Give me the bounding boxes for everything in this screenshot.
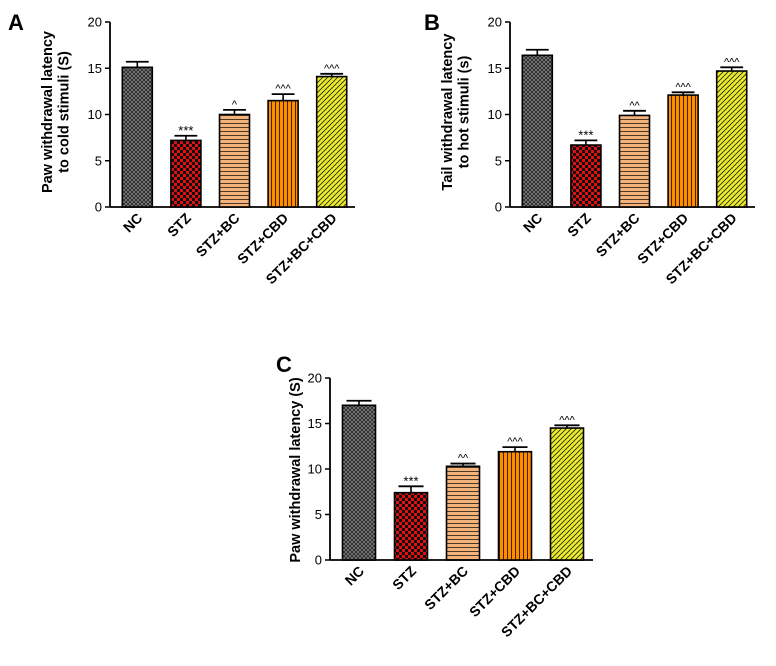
panel-a-y-tick-label: 10 xyxy=(88,107,102,122)
panel-c-y-tick-label: 10 xyxy=(308,462,322,477)
panel-c-category-label: NC xyxy=(341,563,367,589)
panel-b-bar-stz-bc xyxy=(618,114,651,208)
panel-a-significance-stz-bc-cbd: ^^^ xyxy=(324,63,340,75)
panel-a-bar-stz xyxy=(170,139,202,208)
panel-a-significance-stz: *** xyxy=(178,123,193,138)
panel-a-bar-stz-bc-cbd xyxy=(315,75,348,208)
panel-b-bar-stz-cbd xyxy=(667,94,699,208)
panel-b-category-label: STZ+BC xyxy=(593,210,643,260)
panel-c-bar-stz-bc-cbd xyxy=(549,427,585,561)
panel-b-y-tick-label: 15 xyxy=(488,61,502,76)
panel-a-category-label: STZ+BC xyxy=(193,210,243,260)
panel-b-category-label: STZ xyxy=(564,209,594,239)
panel-b-bar-nc xyxy=(521,54,554,208)
panel-c-bar-stz-cbd xyxy=(497,450,533,561)
panel-b-y-tick-label: 10 xyxy=(488,107,502,122)
panel-c-significance-stz-bc: ^^ xyxy=(458,453,469,465)
panel-c-letter: C xyxy=(276,352,292,377)
panel-c-y-axis-label: Paw withdrawal latency (S) xyxy=(288,377,304,562)
panel-c-y-tick-label: 5 xyxy=(315,507,322,522)
panel-c-bar-stz xyxy=(393,491,429,561)
panel-b-bar-stz xyxy=(570,144,602,208)
panel-b-significance-stz-bc: ^^ xyxy=(629,100,640,112)
panel-a-y-tick-label: 15 xyxy=(88,61,102,76)
panel-c-significance-stz-cbd: ^^^ xyxy=(507,436,523,448)
panel-c-category-label: STZ+BC xyxy=(421,563,471,613)
panel-c-category-label: STZ xyxy=(389,562,419,592)
panel-c-y-tick-label: 0 xyxy=(315,553,322,568)
panel-a-y-tick-label: 5 xyxy=(95,153,102,168)
panel-c-y-tick-label: 20 xyxy=(308,371,322,386)
panel-c-significance-stz-bc-cbd: ^^^ xyxy=(559,414,575,426)
panel-a-letter: A xyxy=(8,10,24,35)
panel-b-y-tick-label: 0 xyxy=(495,200,502,215)
panel-b-category-label: NC xyxy=(520,210,546,236)
panel-b-y-axis-label: Tail withdrawal latencyto hot stimuli (s… xyxy=(440,34,473,191)
panel-c-chart: C 0 5 10 15 20 Paw withdrawal latency (S) NC ***… xyxy=(276,352,593,640)
panel-a-bar-nc xyxy=(121,66,154,208)
panel-b-significance-stz-cbd: ^^^ xyxy=(675,81,691,93)
panel-b-y-tick-label: 20 xyxy=(488,15,502,30)
panel-c-bar-stz-bc xyxy=(445,465,481,561)
panel-a-chart: A 0 5 10 15 20 Paw withdrawal latencyto cold s… xyxy=(8,10,355,287)
panel-a-significance-stz-bc: ^ xyxy=(232,99,238,111)
panel-c-y-tick-label: 15 xyxy=(308,416,322,431)
panel-a-significance-stz-cbd: ^^^ xyxy=(275,83,291,95)
panel-a-y-tick-label: 0 xyxy=(95,200,102,215)
panel-b-chart: B 0 5 10 15 20 Tail withdrawal latencyto hot s… xyxy=(424,10,755,287)
panel-a-y-tick-label: 20 xyxy=(88,15,102,30)
panel-a-bar-stz-bc xyxy=(218,113,251,208)
panel-b-significance-stz: *** xyxy=(578,127,593,142)
panel-b-significance-stz-bc-cbd: ^^^ xyxy=(724,56,740,68)
panel-c-significance-stz: *** xyxy=(403,473,418,488)
panel-a-category-label: NC xyxy=(120,210,146,236)
panel-c-bar-nc xyxy=(341,404,377,561)
panel-b-letter: B xyxy=(424,10,440,35)
panel-a-bar-stz-cbd xyxy=(267,99,299,208)
panel-b-bar-stz-bc-cbd xyxy=(715,70,748,208)
panel-a-category-label: STZ xyxy=(164,209,194,239)
panel-b-y-tick-label: 5 xyxy=(495,153,502,168)
panel-a-y-axis-label: Paw withdrawal latencyto cold stimuli (S… xyxy=(40,31,73,193)
